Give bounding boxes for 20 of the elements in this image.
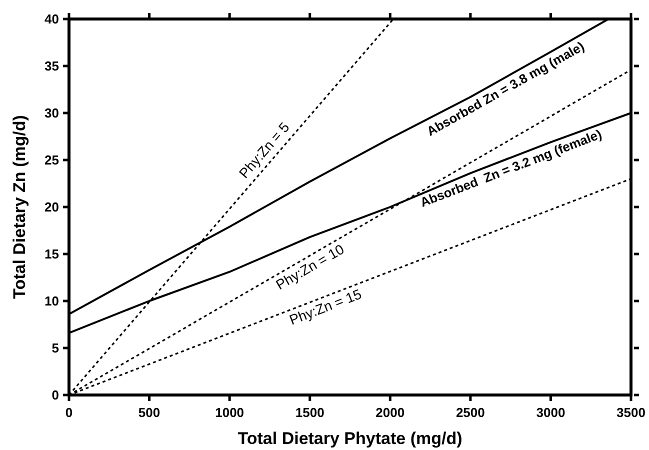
y-tick-label: 10 [44, 294, 59, 308]
y-tick-label: 15 [44, 246, 59, 262]
y-tick-label: 35 [44, 58, 59, 74]
y-tick-label: 30 [44, 106, 59, 120]
y-tick-label: 25 [44, 152, 59, 168]
x-tick-label: 2000 [376, 405, 405, 420]
y-tick-label: 0 [52, 388, 59, 402]
y-tick-label: 20 [44, 200, 59, 214]
x-axis-title: Total Dietary Phytate (mg/d) [238, 429, 462, 448]
x-tick-label: 3000 [536, 405, 566, 420]
y-tick-label: 5 [52, 340, 59, 356]
text: Phy:Zn = 15 [287, 286, 364, 328]
x-tick-label: 1500 [295, 405, 324, 420]
x-tick-label: 1000 [215, 405, 244, 420]
y-axis-title: Total Dietary Zn (mg/d) [10, 115, 29, 299]
x-tick-label: 500 [138, 405, 160, 420]
x-tick-label: 0 [65, 405, 73, 420]
y-tick-label: 40 [44, 12, 59, 26]
x-tick-label: 2500 [456, 405, 485, 420]
x-tick-label: 3500 [616, 405, 646, 420]
